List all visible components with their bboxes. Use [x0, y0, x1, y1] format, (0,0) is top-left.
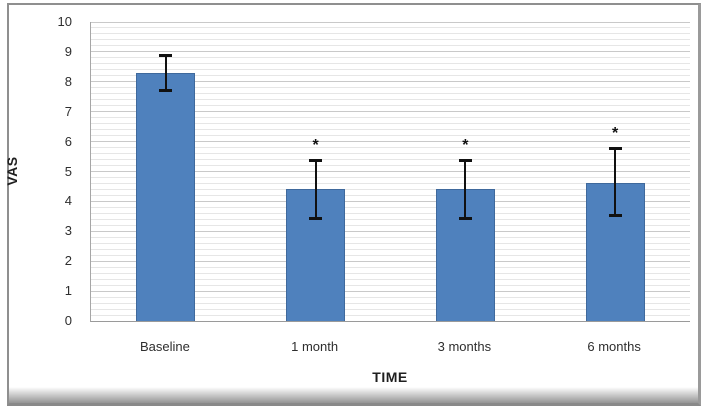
- minor-gridline: [91, 165, 690, 167]
- minor-gridline: [91, 39, 690, 41]
- minor-gridline: [91, 182, 690, 184]
- y-tick-label: 2: [64, 253, 72, 269]
- significance-marker: *: [462, 136, 469, 154]
- major-gridline: [91, 81, 690, 83]
- minor-gridline: [91, 45, 690, 47]
- minor-gridline: [91, 75, 690, 77]
- minor-gridline: [91, 63, 690, 65]
- minor-gridline: [91, 135, 690, 137]
- y-tick-label: 0: [64, 313, 72, 328]
- minor-gridline: [91, 188, 690, 190]
- major-gridline: [91, 141, 690, 143]
- error-bar-top-cap: [159, 53, 173, 57]
- y-tick-label: 1: [64, 283, 72, 299]
- y-tick-label: 4: [64, 193, 72, 209]
- minor-gridline: [91, 284, 690, 286]
- minor-gridline: [91, 147, 690, 149]
- error-bar-top-cap: [309, 158, 323, 162]
- x-axis-title: TIME: [372, 369, 408, 385]
- minor-gridline: [91, 105, 690, 107]
- error-bar-bottom-cap: [458, 217, 472, 221]
- y-tick-label: 7: [64, 103, 72, 119]
- x-tick-label: 6 months: [587, 339, 641, 354]
- minor-gridline: [91, 153, 690, 155]
- minor-gridline: [91, 212, 690, 214]
- plot-area: * * *: [90, 21, 690, 322]
- major-gridline: [91, 290, 690, 292]
- x-tick-label: Baseline: [139, 339, 190, 354]
- error-bar-line: [314, 159, 317, 220]
- y-tick-label: 10: [57, 14, 72, 29]
- minor-gridline: [91, 248, 690, 250]
- y-axis-title: VAS: [4, 156, 20, 186]
- major-gridline: [91, 21, 690, 23]
- minor-gridline: [91, 69, 690, 71]
- y-tick-label: 8: [64, 73, 72, 89]
- significance-marker: *: [612, 124, 619, 142]
- major-gridline: [91, 260, 690, 262]
- y-tick-label: 9: [64, 43, 72, 59]
- minor-gridline: [91, 27, 690, 29]
- minor-gridline: [91, 278, 690, 280]
- minor-gridline: [91, 176, 690, 178]
- minor-gridline: [91, 93, 690, 95]
- y-tick-label: 3: [64, 223, 72, 239]
- minor-gridline: [91, 123, 690, 125]
- error-bar-bottom-cap: [608, 214, 622, 218]
- minor-gridline: [91, 314, 690, 316]
- minor-gridline: [91, 242, 690, 244]
- minor-gridline: [91, 206, 690, 208]
- minor-gridline: [91, 272, 690, 274]
- minor-gridline: [91, 99, 690, 101]
- major-gridline: [91, 230, 690, 232]
- y-tick-label: 5: [64, 163, 72, 179]
- major-gridline: [91, 51, 690, 53]
- minor-gridline: [91, 308, 690, 310]
- minor-gridline: [91, 266, 690, 268]
- minor-gridline: [91, 194, 690, 196]
- major-gridline: [91, 171, 690, 172]
- error-bar-bottom-cap: [159, 88, 173, 92]
- error-bar-top-cap: [458, 158, 472, 162]
- significance-marker: *: [312, 136, 319, 154]
- minor-gridline: [91, 129, 690, 131]
- error-bar-line: [614, 147, 617, 217]
- minor-gridline: [91, 224, 690, 226]
- minor-gridline: [91, 159, 690, 161]
- minor-gridline: [91, 117, 690, 119]
- minor-gridline: [91, 236, 690, 238]
- x-tick-label: 1 month: [291, 339, 339, 354]
- error-bar-line: [164, 54, 167, 91]
- major-gridline: [91, 200, 690, 202]
- x-tick-label: 3 months: [437, 339, 492, 354]
- minor-gridline: [91, 57, 690, 59]
- minor-gridline: [91, 218, 690, 220]
- minor-gridline: [91, 296, 690, 298]
- minor-gridline: [91, 33, 690, 35]
- y-tick-label: 6: [64, 133, 72, 149]
- minor-gridline: [91, 87, 690, 89]
- minor-gridline: [91, 302, 690, 304]
- minor-gridline: [91, 254, 690, 256]
- error-bar-line: [464, 159, 467, 220]
- bar-baseline: [136, 72, 196, 321]
- major-gridline: [91, 111, 690, 113]
- error-bar-bottom-cap: [309, 217, 323, 221]
- error-bar-top-cap: [608, 146, 622, 150]
- frame-bottom-shadow: [9, 387, 698, 403]
